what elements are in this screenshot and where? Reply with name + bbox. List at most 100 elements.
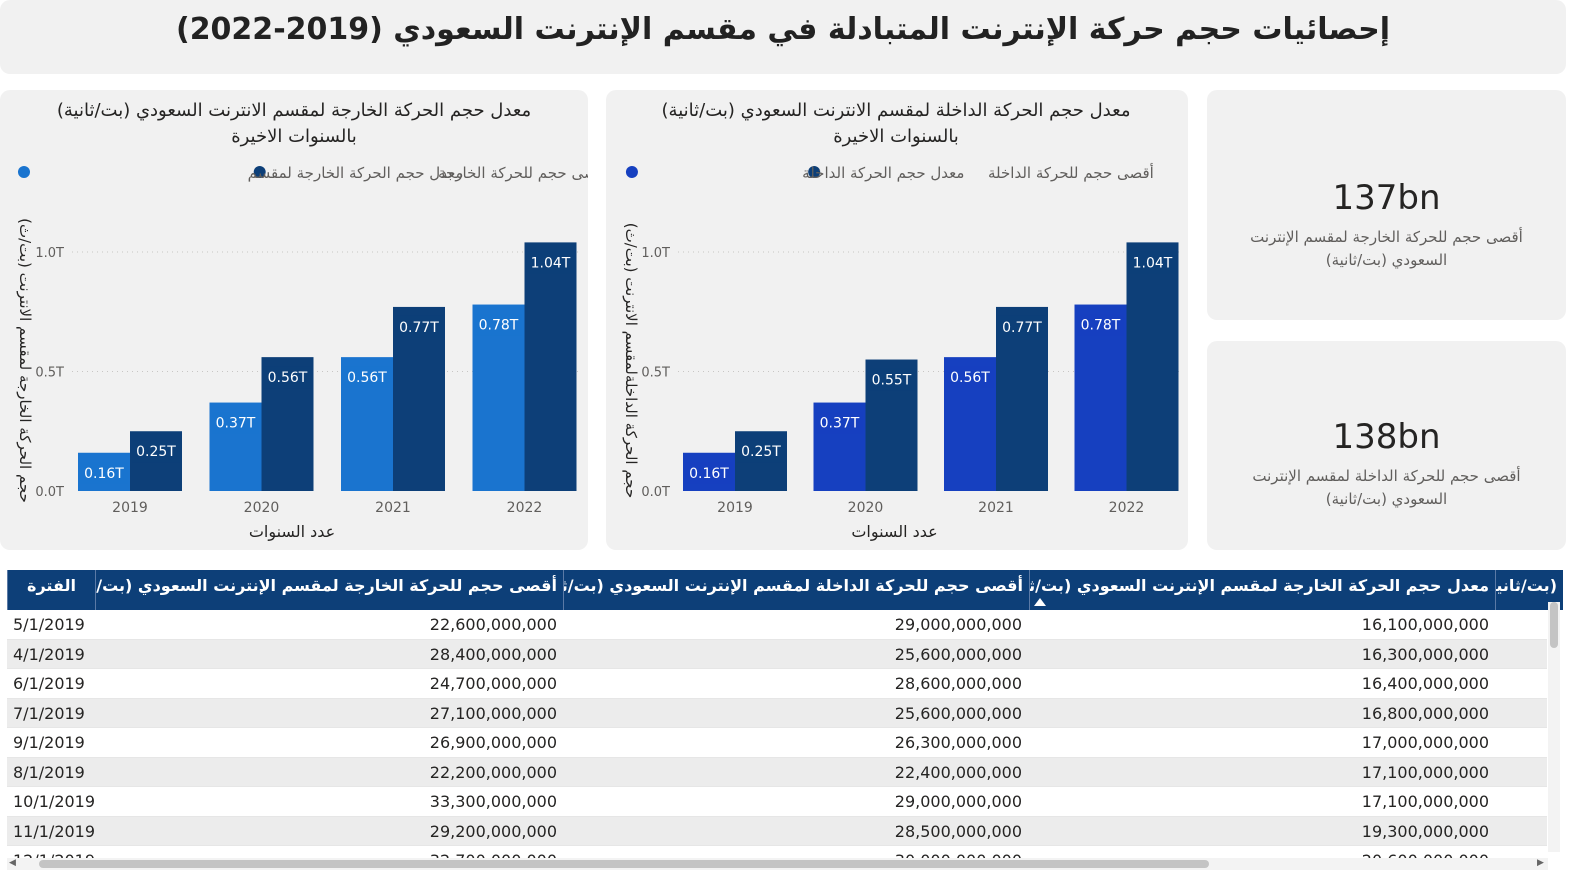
y-axis-label: حجم الحركة الداخلةلمقسم الانترنت (بت/ث): [622, 223, 640, 499]
data-table[interactable]: الفترة أقصى حجم للحركة الخارجة لمقسم الإ…: [7, 570, 1563, 870]
data-label-box: [263, 366, 312, 389]
y-tick-label: 1.0T: [641, 246, 670, 261]
horizontal-scrollbar-thumb[interactable]: [39, 860, 1209, 868]
data-label: 0.56T: [268, 370, 308, 386]
y-tick-label: 0.0T: [641, 485, 670, 500]
data-label: 0.16T: [689, 466, 729, 482]
cell-avg-outbound: 16,300,000,000: [1361, 644, 1489, 664]
data-label: 0.77T: [399, 320, 439, 336]
y-tick-label: 0.5T: [35, 365, 64, 380]
data-label-box: [395, 315, 443, 338]
outbound-chart-card[interactable]: معدل حجم الحركة الخارجة لمقسم الانترنت ا…: [0, 90, 588, 550]
inbound-chart-card[interactable]: معدل حجم الحركة الداخلة لمقسم الانترنت ا…: [606, 90, 1188, 550]
x-tick-label: 2022: [507, 500, 543, 516]
cell-max-inbound: 28,500,000,000: [894, 821, 1022, 841]
y-axis-label: حجم الحركة الخارجة لمقسم الانترنت (بت/ث): [16, 218, 34, 503]
cell-period: 4/1/2019: [13, 644, 85, 664]
cell-max-outbound: 22,600,000,000: [429, 615, 557, 634]
cell-max-outbound: 33,300,000,000: [429, 792, 557, 811]
data-label: 0.78T: [1081, 318, 1121, 334]
column-header-max-inbound[interactable]: أقصى حجم للحركة الداخلة لمقسم الإنترنت ا…: [563, 570, 1029, 610]
cell-avg-outbound: 17,000,000,000: [1361, 733, 1489, 752]
legend-label: معدل حجم الحركة الداخلة: [802, 164, 964, 182]
y-tick-label: 0.0T: [35, 485, 64, 500]
data-label: 0.37T: [820, 416, 860, 432]
cell-avg-outbound: 17,100,000,000: [1361, 792, 1489, 811]
table-row[interactable]: 10/1/2019 33,300,000,000 29,000,000,000 17,…: [7, 787, 1547, 817]
data-label-box: [343, 366, 391, 389]
data-label: 0.56T: [950, 370, 990, 386]
legend-label: معدل حجم الحركة الخارجة لمقسم: [248, 164, 464, 182]
legend-marker: [808, 166, 821, 178]
legend-marker: [625, 166, 638, 178]
cell-period: 10/1/2019: [13, 792, 96, 811]
table-row[interactable]: 9/1/2019 26,900,000,000 26,300,000,000 17,0…: [7, 728, 1547, 758]
y-tick-label: 1.0T: [35, 246, 64, 261]
data-label-box: [737, 440, 785, 463]
data-label-box: [867, 368, 916, 391]
cell-avg-outbound: 16,400,000,000: [1361, 674, 1489, 693]
vertical-scrollbar[interactable]: [1548, 602, 1560, 852]
kpi-value: 137bn: [1332, 178, 1441, 218]
cell-max-outbound: 26,900,000,000: [429, 733, 557, 752]
data-label-box: [1128, 251, 1177, 274]
cell-period: 11/1/2019: [13, 821, 96, 841]
table-row[interactable]: 7/1/2019 27,100,000,000 25,600,000,000 16,8…: [7, 698, 1547, 728]
cell-avg-outbound: 19,300,000,000: [1361, 821, 1489, 841]
horizontal-scrollbar[interactable]: ◀ ▶: [7, 858, 1548, 870]
kpi-card-max-outbound[interactable]: 137bn أقصى حجم للحركة الخارجة لمقسم الإن…: [1207, 90, 1566, 320]
vertical-scrollbar-thumb[interactable]: [1550, 602, 1558, 648]
cell-period: 9/1/2019: [13, 733, 85, 752]
bar: [472, 304, 525, 491]
cell-max-outbound: 29,200,000,000: [429, 821, 557, 841]
data-label-box: [211, 411, 260, 434]
data-label-box: [474, 313, 523, 336]
cell-max-outbound: 24,700,000,000: [429, 674, 557, 693]
chart-subtitle: بالسنوات الاخيرة: [833, 126, 959, 147]
scroll-right-icon[interactable]: ▶: [1537, 858, 1544, 868]
x-tick-label: 2021: [375, 500, 411, 516]
table-row[interactable]: 6/1/2019 24,700,000,000 28,600,000,000 16,4…: [7, 669, 1547, 699]
cell-period: 8/1/2019: [13, 762, 85, 782]
table-row[interactable]: 11/1/2019 29,200,000,000 28,500,000,000 19,…: [7, 816, 1547, 846]
outbound-chart[interactable]: معدل حجم الحركة الخارجة لمقسم الانترنت ا…: [0, 90, 588, 550]
cell-period: 7/1/2019: [13, 703, 85, 723]
cell-max-inbound: 22,400,000,000: [894, 762, 1022, 782]
data-label: 0.37T: [216, 416, 256, 432]
column-header-period[interactable]: الفترة: [7, 570, 95, 610]
column-header-partial[interactable]: (بت/ثانية): [1495, 570, 1563, 610]
cell-period: 6/1/2019: [13, 674, 85, 693]
y-tick-label: 0.5T: [641, 365, 670, 380]
data-label-box: [685, 461, 733, 484]
cell-max-inbound: 25,600,000,000: [894, 644, 1022, 664]
kpi-card-max-inbound[interactable]: 138bn أقصى حجم للحركة الداخلة لمقسم الإن…: [1207, 341, 1566, 550]
x-tick-label: 2019: [112, 500, 148, 516]
title-card: إحصائيات حجم حركة الإنترنت المتبادلة في …: [0, 0, 1566, 74]
cell-max-outbound: 22,200,000,000: [429, 762, 557, 782]
data-label-box: [526, 251, 575, 274]
column-header-avg-outbound[interactable]: معدل حجم الحركة الخارجة لمقسم الإنترنت ا…: [1029, 570, 1495, 610]
inbound-chart[interactable]: معدل حجم الحركة الداخلة لمقسم الانترنت ا…: [606, 90, 1188, 550]
data-label-box: [132, 440, 180, 463]
column-header-max-outbound[interactable]: أقصى حجم للحركة الخارجة لمقسم الإنترنت ا…: [95, 570, 563, 610]
kpi-label: أقصى حجم للحركة الداخلة لمقسم الإنترنت ا…: [1252, 467, 1521, 508]
data-label-box: [815, 411, 864, 434]
cell-max-inbound: 26,300,000,000: [894, 733, 1022, 752]
x-tick-label: 2021: [978, 500, 1014, 516]
table-row[interactable]: 5/1/2019 22,600,000,000 29,000,000,000 16,1…: [7, 610, 1547, 640]
page-title: إحصائيات حجم حركة الإنترنت المتبادلة في …: [175, 12, 1391, 47]
data-label: 0.78T: [479, 318, 519, 334]
bar: [524, 242, 577, 491]
legend-label: أقصى حجم للحركة الخارجة: [438, 163, 588, 182]
chart-title: معدل حجم الحركة الداخلة لمقسم الانترنت ا…: [662, 100, 1131, 121]
table-row[interactable]: 4/1/2019 28,400,000,000 25,600,000,000 16,3…: [7, 639, 1547, 669]
table-row[interactable]: 8/1/2019 22,200,000,000 22,400,000,000 17,1…: [7, 757, 1547, 787]
sort-ascending-icon[interactable]: [1034, 598, 1046, 606]
chart-subtitle: بالسنوات الاخيرة: [231, 126, 357, 147]
cell-max-inbound: 28,600,000,000: [894, 674, 1022, 693]
data-label: 0.56T: [347, 370, 387, 386]
scroll-left-icon[interactable]: ◀: [9, 858, 16, 868]
cell-max-inbound: 29,000,000,000: [894, 615, 1022, 634]
x-tick-label: 2020: [848, 500, 884, 516]
cell-max-outbound: 28,400,000,000: [429, 644, 557, 664]
